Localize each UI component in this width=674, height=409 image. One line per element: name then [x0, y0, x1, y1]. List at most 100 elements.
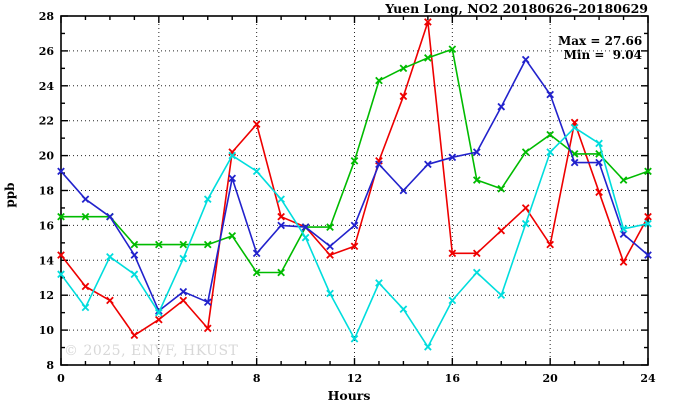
y-tick-label: 26: [39, 45, 55, 58]
series-cyan-marker: [130, 270, 139, 279]
series-blue-marker: [57, 167, 65, 176]
x-tick-label: 0: [57, 372, 65, 385]
series-red-marker: [154, 315, 163, 324]
y-tick-label: 18: [39, 185, 55, 198]
series-cyan-marker: [301, 233, 310, 242]
series-blue-marker: [521, 55, 530, 64]
series-blue-marker: [252, 249, 261, 258]
series-blue-marker: [472, 148, 481, 156]
series-red-marker: [179, 296, 188, 305]
series-green-marker: [424, 54, 432, 62]
series-green-marker: [81, 212, 90, 221]
series-red-marker: [106, 296, 114, 305]
y-tick-label: 8: [46, 359, 54, 372]
series-red-marker: [521, 204, 530, 212]
max-value-label: Max = 27.66: [558, 34, 643, 48]
series-cyan-marker: [228, 151, 237, 160]
series-green-marker: [179, 240, 188, 249]
series-cyan-marker: [326, 289, 334, 298]
series-blue-marker: [595, 158, 603, 167]
y-tick-label: 12: [39, 289, 54, 302]
series-cyan-marker: [179, 254, 188, 263]
series-blue-marker: [277, 221, 285, 230]
y-tick-label: 20: [39, 150, 55, 163]
series-blue-marker: [375, 160, 383, 169]
series-cyan-marker: [81, 303, 90, 312]
series-blue-marker: [301, 223, 310, 231]
series-blue-marker: [399, 186, 408, 195]
series-green-marker: [521, 148, 530, 156]
series-blue-marker: [81, 195, 90, 204]
y-axis-title: ppb: [3, 182, 17, 208]
series-cyan-marker: [424, 343, 432, 351]
series-cyan-marker: [375, 279, 383, 287]
series-blue-marker: [130, 251, 139, 259]
series-blue-marker: [350, 221, 359, 230]
series-green-marker: [619, 176, 628, 184]
series-blue-marker: [228, 174, 237, 183]
series-green-marker: [228, 232, 237, 240]
series-cyan-marker: [399, 305, 408, 313]
series-red-marker: [497, 226, 506, 235]
watermark-text: © 2025, ENVF, HKUST: [64, 343, 239, 359]
series-red-marker: [326, 251, 334, 259]
series-red-marker: [448, 249, 457, 258]
series-green-marker: [448, 45, 457, 53]
series-cyan-marker: [277, 195, 285, 204]
min-value-label: Min = 9.04: [563, 48, 642, 62]
series-green-marker: [252, 268, 261, 277]
series-red-marker: [644, 212, 652, 221]
series-blue-marker: [424, 160, 432, 169]
series-cyan-marker: [521, 219, 530, 228]
series-red-marker: [130, 331, 139, 340]
series-red-marker: [472, 249, 481, 258]
x-tick-label: 12: [347, 372, 362, 385]
series-blue-marker: [644, 251, 652, 259]
series-red-marker: [277, 212, 285, 221]
y-tick-label: 22: [39, 115, 54, 128]
y-tick-label: 14: [39, 254, 55, 267]
plot-frame: [60, 15, 649, 366]
series-blue-marker: [106, 212, 114, 221]
series-green-marker: [277, 268, 285, 277]
series-blue-line: [60, 58, 649, 312]
series-green-marker: [326, 223, 334, 231]
y-tick-label: 10: [39, 324, 55, 337]
series-red-marker: [399, 92, 408, 101]
series-blue-marker: [546, 90, 555, 99]
series-blue-marker: [570, 158, 579, 167]
series-green-marker: [350, 156, 359, 165]
series-cyan-marker: [57, 270, 65, 279]
series-green-marker: [203, 240, 212, 249]
series-red-marker: [57, 251, 65, 259]
series-red-marker: [252, 120, 261, 129]
y-tick-label: 16: [39, 219, 55, 232]
series-red-marker: [595, 188, 603, 197]
series-red-marker: [619, 258, 628, 266]
series-blue-marker: [179, 287, 188, 296]
series-cyan-marker: [497, 291, 506, 300]
series-blue-marker: [497, 102, 506, 111]
x-tick-label: 24: [640, 372, 656, 385]
series-cyan-marker: [546, 148, 555, 156]
series-red-marker: [350, 242, 359, 251]
series-cyan-marker: [350, 334, 359, 343]
series-red-marker: [203, 324, 212, 333]
series-red-marker: [424, 18, 432, 26]
y-tick-label: 24: [39, 80, 55, 93]
series-green-marker: [644, 167, 652, 176]
series-cyan-marker: [252, 167, 261, 176]
x-tick-label: 4: [155, 372, 163, 385]
series-green-marker: [399, 64, 408, 73]
chart-title: Yuen Long, NO2 20180626–20180629: [385, 1, 648, 16]
series-cyan-marker: [203, 195, 212, 204]
x-axis-title: Hours: [327, 388, 371, 403]
series-green-marker: [375, 76, 383, 85]
series-cyan-marker: [570, 123, 579, 132]
series-blue-marker: [448, 153, 457, 162]
series-cyan-marker: [154, 308, 163, 317]
series-green-marker: [472, 176, 481, 184]
series-cyan-marker: [106, 252, 114, 261]
